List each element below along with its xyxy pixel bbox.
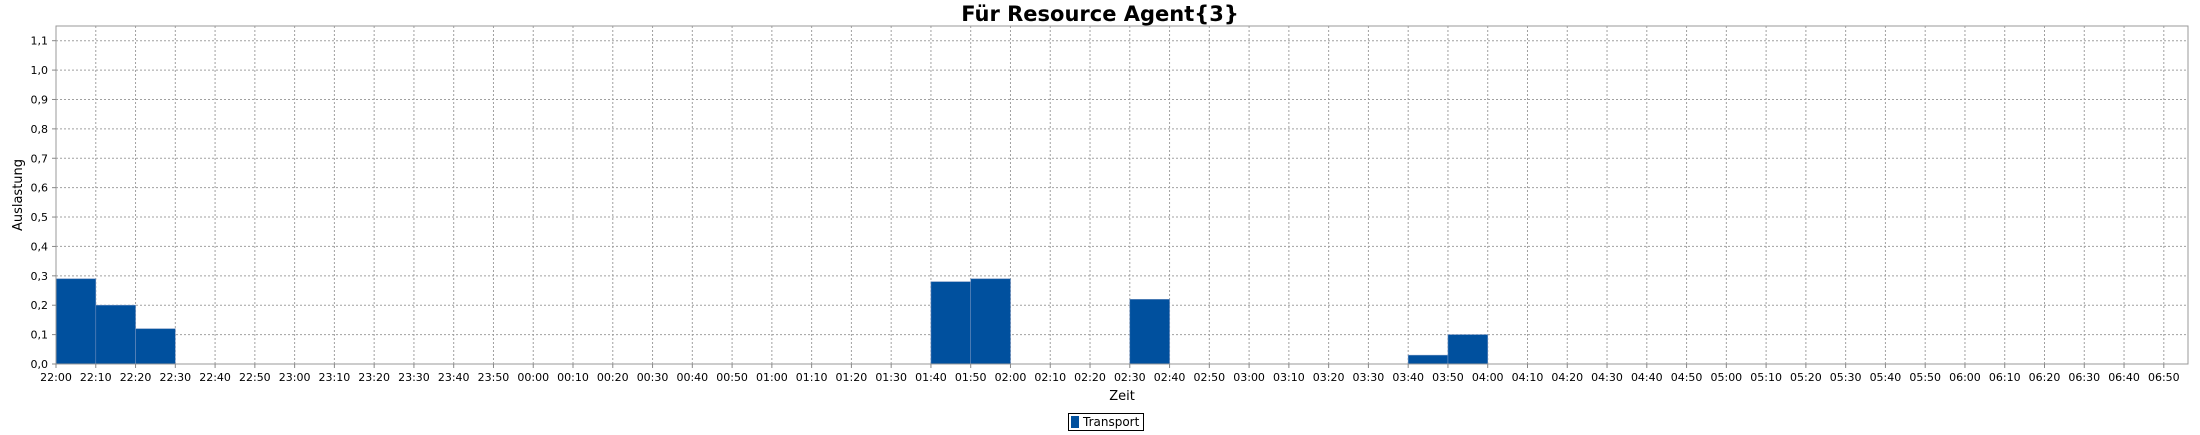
y-tick-label: 1,0 — [31, 64, 49, 77]
x-tick-label: 23:50 — [478, 371, 510, 384]
x-tick-label: 01:40 — [915, 371, 947, 384]
x-tick-label: 00:00 — [517, 371, 549, 384]
y-tick-label: 0,9 — [31, 93, 49, 106]
y-tick-layer: 0,0 0,1 0,2 0,3 0,4 0,5 0,6 0,7 0,8 0,9 1,0 1,1 — [31, 35, 56, 371]
x-tick-label: 22:40 — [199, 371, 231, 384]
x-tick-label: 00:30 — [637, 371, 669, 384]
bar — [95, 304, 136, 365]
x-tick-label: 04:30 — [1591, 371, 1623, 384]
x-tick-label: 23:10 — [319, 371, 351, 384]
y-tick-label: 0,6 — [31, 182, 49, 195]
x-tick-label: 05:10 — [1750, 371, 1782, 384]
x-tick-label: 06:20 — [2029, 371, 2061, 384]
x-tick-label: 01:20 — [836, 371, 868, 384]
x-tick-label: 02:40 — [1154, 371, 1186, 384]
plot-background — [56, 26, 2188, 364]
x-tick-label: 05:30 — [1830, 371, 1862, 384]
legend-label: Transport — [1083, 415, 1140, 429]
bar — [135, 328, 176, 365]
x-tick-label: 01:50 — [955, 371, 987, 384]
legend-swatch-icon — [1071, 416, 1079, 428]
chart-title: Für Resource Agent{3} — [961, 2, 1239, 26]
x-tick-label: 22:00 — [40, 371, 72, 384]
x-tick-label: 22:50 — [239, 371, 271, 384]
x-tick-label: 02:50 — [1193, 371, 1225, 384]
x-tick-label: 06:10 — [1989, 371, 2021, 384]
x-tick-label: 22:30 — [159, 371, 191, 384]
x-tick-label: 23:40 — [438, 371, 470, 384]
y-tick-label: 0,2 — [31, 299, 49, 312]
y-tick-label: 0,1 — [31, 329, 49, 342]
x-tick-label: 05:00 — [1710, 371, 1742, 384]
x-tick-label: 03:00 — [1233, 371, 1265, 384]
x-tick-label: 04:20 — [1551, 371, 1583, 384]
bar — [55, 278, 97, 365]
y-axis-label: Auslastung — [11, 159, 26, 231]
x-tick-label: 01:00 — [756, 371, 788, 384]
x-tick-label: 01:30 — [875, 371, 907, 384]
bar — [1407, 354, 1449, 365]
x-tick-label: 02:00 — [995, 371, 1027, 384]
x-tick-label: 23:30 — [398, 371, 430, 384]
x-tick-label: 06:00 — [1949, 371, 1981, 384]
y-tick-label: 0,7 — [31, 152, 49, 165]
x-tick-label: 00:20 — [597, 371, 629, 384]
x-tick-label: 04:50 — [1671, 371, 1703, 384]
x-tick-label: 22:20 — [120, 371, 152, 384]
x-tick-label: 23:20 — [358, 371, 390, 384]
x-tick-layer: 22:00 22:10 22:20 22:30 22:40 22:50 23:00 23:10… — [40, 364, 2180, 384]
x-tick-label: 00:40 — [676, 371, 708, 384]
x-tick-label: 03:40 — [1392, 371, 1424, 384]
y-tick-label: 1,1 — [31, 35, 49, 48]
y-tick-label: 0,3 — [31, 270, 49, 283]
y-tick-label: 0,0 — [31, 358, 49, 371]
bar-layer — [55, 278, 1489, 365]
legend: Transport — [1068, 413, 1145, 431]
x-tick-label: 06:40 — [2108, 371, 2140, 384]
x-tick-label: 01:10 — [796, 371, 828, 384]
x-tick-label: 22:10 — [80, 371, 112, 384]
bar — [1447, 334, 1489, 365]
x-tick-label: 06:50 — [2148, 371, 2180, 384]
x-tick-label: 06:30 — [2068, 371, 2100, 384]
bar — [1129, 299, 1170, 365]
grid-layer — [56, 26, 2188, 364]
x-tick-label: 05:50 — [1909, 371, 1941, 384]
bar — [930, 281, 972, 365]
x-tick-label: 05:40 — [1870, 371, 1902, 384]
x-tick-label: 03:50 — [1432, 371, 1464, 384]
x-tick-label: 05:20 — [1790, 371, 1822, 384]
x-tick-label: 00:10 — [557, 371, 589, 384]
bar — [970, 278, 1011, 365]
y-tick-label: 0,8 — [31, 123, 49, 136]
x-tick-label: 03:10 — [1273, 371, 1305, 384]
x-tick-label: 00:50 — [716, 371, 748, 384]
y-tick-label: 0,5 — [31, 211, 49, 224]
x-tick-label: 03:20 — [1313, 371, 1345, 384]
x-tick-label: 04:40 — [1631, 371, 1663, 384]
x-axis-label: Zeit — [1109, 389, 1135, 404]
x-tick-label: 02:10 — [1034, 371, 1066, 384]
x-tick-label: 02:30 — [1114, 371, 1146, 384]
x-tick-label: 23:00 — [279, 371, 311, 384]
x-tick-label: 04:00 — [1472, 371, 1504, 384]
x-tick-label: 03:30 — [1353, 371, 1385, 384]
x-tick-label: 02:20 — [1074, 371, 1106, 384]
x-tick-label: 04:10 — [1512, 371, 1544, 384]
y-tick-label: 0,4 — [31, 240, 49, 253]
